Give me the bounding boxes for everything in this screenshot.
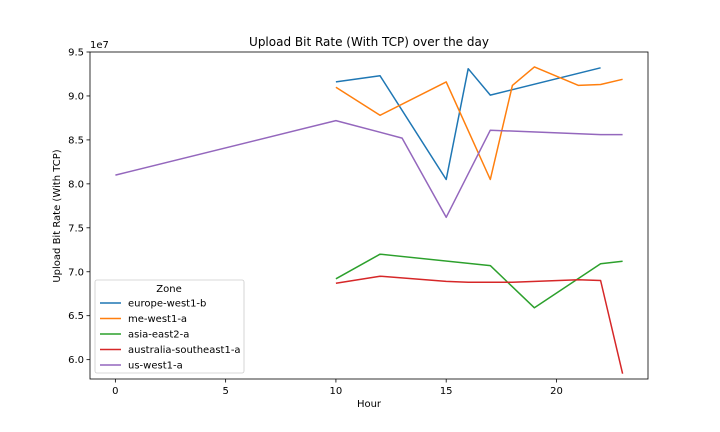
y-tick-label: 8.5 bbox=[68, 135, 84, 146]
legend-box bbox=[94, 279, 245, 374]
legend-title: Zone bbox=[156, 284, 181, 295]
axis-ticks: 0 5 10 15 20 6.0 6.5 7.0 7.5 8.0 8.5 9.0 9.5 bbox=[68, 48, 563, 398]
x-axis-title: Hour bbox=[357, 399, 382, 410]
series-line-me-west1-a bbox=[335, 66, 623, 181]
y-axis-title: Upload Bit Rate (With TCP) bbox=[52, 149, 63, 282]
y-tick-label: 9.5 bbox=[68, 48, 84, 59]
legend-label: us-west1-a bbox=[128, 361, 183, 372]
x-tick-label: 20 bbox=[550, 386, 563, 397]
legend-label: me-west1-a bbox=[128, 314, 187, 325]
series-line-us-west1-a bbox=[115, 119, 623, 219]
plot-area-frame bbox=[89, 51, 649, 380]
chart-title: Upload Bit Rate (With TCP) over the day bbox=[249, 35, 489, 49]
series-line-europe-west1-b bbox=[335, 67, 601, 181]
y-tick-label: 9.0 bbox=[68, 91, 84, 102]
x-tick-label: 10 bbox=[330, 386, 343, 397]
legend-label: asia-east2-a bbox=[128, 330, 189, 341]
y-tick-label: 6.5 bbox=[68, 311, 84, 322]
legend-label: europe-west1-b bbox=[128, 299, 206, 310]
y-tick-label: 7.0 bbox=[68, 267, 84, 278]
legend-label: australia-southeast1-a bbox=[128, 345, 241, 356]
y-tick-label: 8.0 bbox=[68, 179, 84, 190]
x-tick-label: 15 bbox=[440, 386, 453, 397]
x-tick-label: 5 bbox=[222, 386, 228, 397]
series-lines bbox=[115, 66, 624, 374]
series-line-asia-east2-a bbox=[335, 253, 623, 309]
series-line-australia-southeast1-a bbox=[335, 275, 624, 374]
y-axis-offset-label: 1e7 bbox=[90, 40, 109, 51]
y-tick-label: 7.5 bbox=[68, 223, 84, 234]
legend: Zone europe-west1-b me-west1-a asia-east2-… bbox=[94, 279, 245, 374]
y-tick-label: 6.0 bbox=[68, 355, 84, 366]
x-tick-label: 0 bbox=[112, 386, 118, 397]
